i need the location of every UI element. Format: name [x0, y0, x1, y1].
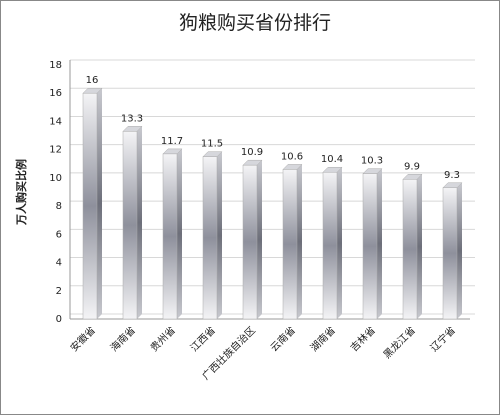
- y-tick-label: 10: [49, 173, 62, 184]
- bar: [202, 156, 218, 320]
- bar-side: [257, 160, 262, 319]
- data-label: 13.3: [121, 113, 143, 124]
- chart-title: 狗粮购买省份排行: [179, 12, 331, 34]
- bar-side: [177, 148, 182, 319]
- bar-side: [337, 167, 342, 319]
- y-tick-label: 18: [49, 60, 62, 71]
- bar: [442, 187, 458, 320]
- data-label: 11.7: [161, 136, 183, 147]
- bar-side: [297, 164, 302, 319]
- bar-side: [457, 182, 462, 319]
- data-label: 16: [86, 75, 99, 86]
- data-label: 11.5: [201, 139, 223, 150]
- data-label: 10.3: [361, 156, 383, 167]
- bar: [122, 131, 138, 320]
- bar: [322, 171, 338, 320]
- y-tick-label: 2: [56, 286, 62, 297]
- bar-side: [217, 151, 222, 319]
- y-tick-label: 6: [56, 229, 62, 240]
- data-label: 10.9: [241, 147, 263, 158]
- bar: [242, 164, 258, 320]
- y-tick-label: 12: [49, 145, 62, 156]
- y-tick-label: 4: [56, 258, 62, 269]
- bar-side: [97, 88, 102, 319]
- y-tick-label: 0: [56, 314, 62, 325]
- y-tick-label: 16: [49, 88, 62, 99]
- bar-side: [137, 126, 142, 319]
- data-label: 10.6: [281, 151, 303, 162]
- bar: [282, 169, 298, 320]
- bar: [362, 173, 378, 320]
- y-axis-label: 万人购买比例: [14, 159, 28, 226]
- bar: [82, 92, 98, 320]
- bar-side: [417, 174, 422, 319]
- bar: [162, 153, 178, 320]
- bar: [402, 179, 418, 320]
- data-label: 9.3: [444, 170, 460, 181]
- data-label: 9.9: [404, 161, 420, 172]
- data-label: 10.4: [321, 154, 343, 165]
- y-tick-label: 14: [49, 116, 62, 127]
- bar-side: [377, 168, 382, 319]
- y-tick-label: 8: [56, 201, 62, 212]
